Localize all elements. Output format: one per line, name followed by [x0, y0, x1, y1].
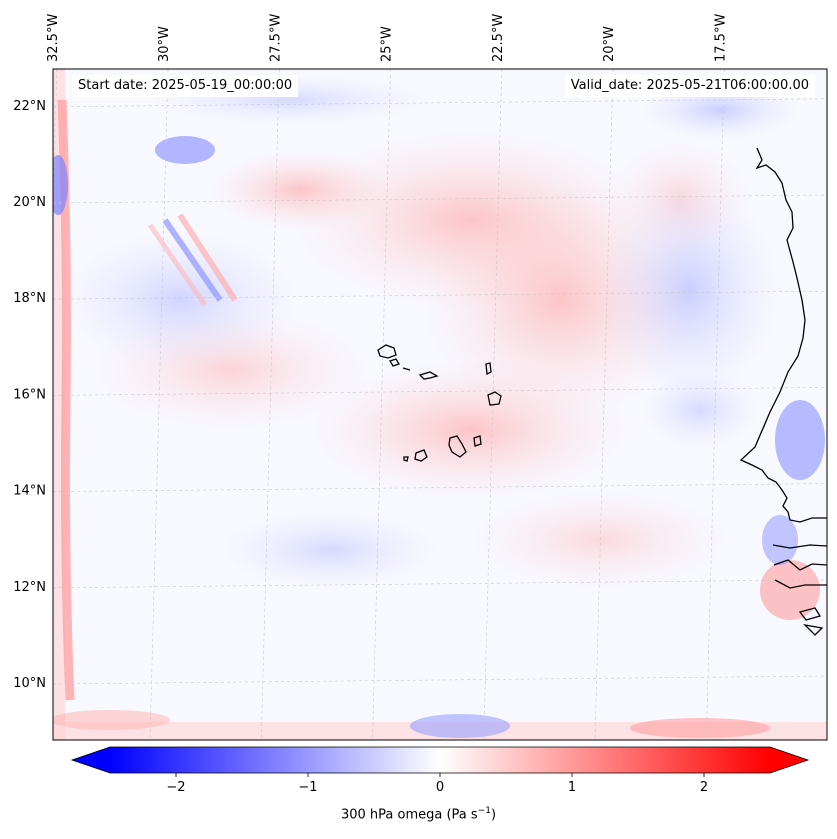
omega-field — [53, 69, 827, 740]
meridian-line — [149, 69, 169, 740]
latitude-tick-label: 10°N — [13, 676, 46, 691]
african-coast — [739, 147, 827, 523]
meridian-line — [372, 69, 391, 740]
latitude-tick-label: 16°N — [13, 387, 46, 402]
wave-blue — [162, 218, 223, 302]
map-frame — [52, 68, 828, 741]
meridian-line — [594, 69, 614, 740]
field-patch-red — [310, 360, 630, 500]
longitude-tick-label: 17.5°W — [713, 14, 728, 62]
island-santiago — [448, 435, 467, 458]
wave-red — [147, 223, 208, 307]
field-blob-red — [760, 560, 820, 620]
island-santa-luzia — [402, 367, 411, 371]
meridian-line — [260, 69, 280, 740]
colorbar-extend-high — [770, 747, 808, 773]
latitude-tick-label: 18°N — [13, 291, 46, 306]
field-patch-red — [210, 150, 390, 230]
field-patch-blue — [600, 180, 780, 400]
island-santo-antao — [377, 344, 397, 359]
gambia-river — [772, 544, 827, 549]
island-boa-vista — [487, 391, 502, 406]
longitude-tick-label: 20°W — [602, 26, 617, 62]
colorbar-outline — [70, 746, 810, 774]
longitude-tick-label: 25°W — [380, 26, 395, 62]
field-patch-blue — [640, 370, 760, 450]
field-blob-blue — [762, 515, 798, 565]
colorbar-label-exponent: −1 — [477, 806, 491, 816]
field-blob-blue — [775, 400, 825, 480]
edge-blob-red — [630, 718, 770, 738]
latitude-labels: 22°N 20°N 18°N 16°N 14°N 12°N 10°N — [13, 99, 46, 691]
edge-blob-blue — [53, 155, 68, 215]
island-sal — [485, 362, 492, 376]
wave-red — [177, 213, 238, 302]
longitude-tick-label: 27.5°W — [268, 14, 283, 62]
colorbar-label-text: 300 hPa omega (Pa s — [340, 807, 478, 823]
colorbar-tick-label: 1 — [568, 780, 576, 795]
start-date-label: Start date: 2025-05-19_00:00:00 — [72, 75, 299, 97]
latitude-tick-label: 22°N — [13, 99, 46, 114]
field-blob-blue — [155, 136, 215, 164]
colorbar: −2 −1 0 1 2 — [70, 746, 810, 795]
field-patch-blue — [220, 510, 440, 590]
island-sao-nicolau — [418, 371, 439, 380]
field-patch-red — [470, 490, 730, 590]
guinea-bissau-coast — [773, 559, 827, 636]
meridian-line — [705, 69, 725, 740]
field-patch-blue — [60, 230, 300, 370]
colorbar-ticks: −2 −1 0 1 2 — [166, 773, 708, 795]
island-sao-vicente — [389, 358, 400, 367]
longitude-tick-label: 30°W — [157, 26, 172, 62]
edge-blob-red — [53, 710, 170, 730]
colorbar-tick-label: −1 — [298, 780, 317, 795]
colorbar-tick-label: 2 — [700, 780, 708, 795]
edge-blob-blue — [410, 714, 510, 738]
latitude-tick-label: 20°N — [13, 195, 46, 210]
island-fogo — [414, 449, 428, 462]
latitude-tick-label: 14°N — [13, 484, 46, 499]
island-maio — [473, 435, 482, 447]
longitude-tick-label: 22.5°W — [491, 14, 506, 62]
colorbar-tick-label: 0 — [436, 780, 444, 795]
gridlines — [53, 69, 827, 740]
longitude-tick-label: 32.5°W — [46, 14, 61, 62]
colorbar-extend-low — [72, 747, 110, 773]
colorbar-label: 300 hPa omega (Pa s−1) — [0, 806, 837, 822]
colorbar-tick-label: −2 — [166, 780, 185, 795]
coastlines — [377, 147, 827, 636]
colorbar-label-tail: ) — [490, 807, 497, 823]
colorbar-gradient — [110, 747, 770, 773]
valid-date-label: Valid_date: 2025-05-21T06:00:00.00 — [564, 75, 815, 97]
island-brava — [403, 456, 409, 462]
meridian-line — [483, 69, 503, 740]
longitude-labels: 32.5°W 30°W 27.5°W 25°W 22.5°W 20°W 17.5°W — [46, 14, 729, 62]
latitude-tick-label: 12°N — [13, 580, 46, 595]
